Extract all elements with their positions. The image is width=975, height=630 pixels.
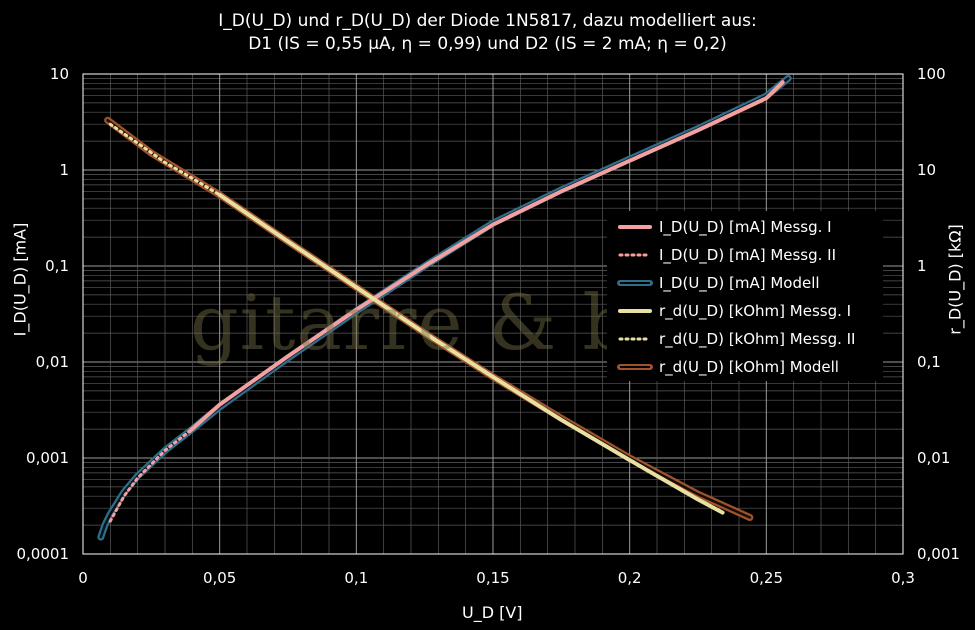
legend-label: r_d(U_D) [kOhm] Modell [659,358,839,376]
y-right-tick-label: 1 [917,257,927,275]
legend-label: r_d(U_D) [kOhm] Messg. I [659,302,852,320]
y-left-tick-label: 0,001 [26,449,69,467]
y-axis-label-right: r_D(U_D) [kΩ] [945,224,965,335]
series-line-1 [108,429,192,523]
x-tick-label: 0,05 [203,569,236,587]
chart-title-line1: I_D(U_D) und r_D(U_D) der Diode 1N5817, … [218,11,757,31]
legend-label: I_D(U_D) [mA] Messg. I [659,218,832,236]
legend-label: r_d(U_D) [kOhm] Messg. II [659,330,856,348]
y-left-tick-label: 1 [59,161,69,179]
series-group [97,74,792,541]
chart-title-line2: D1 (IS = 0,55 µA, η = 0,99) und D2 (IS =… [248,34,727,54]
series-line-4 [108,122,222,197]
series-line-0 [187,80,785,434]
legend-swatch [618,225,652,229]
series-line-3 [217,192,725,515]
x-tick-label: 0,25 [750,569,783,587]
y-right-tick-label: 0,001 [917,545,960,563]
y-left-tick-label: 10 [50,65,69,83]
legend-item: r_d(U_D) [kOhm] Messg. I [617,301,851,321]
legend: I_D(U_D) [mA] Messg. I I_D(U_D) [mA] Mess… [607,211,883,381]
y-axis-label-left: I_D(U_D) [mA] [10,222,30,337]
x-axis-label: U_D [V] [462,603,523,622]
y-left-tick-label: 0,01 [36,353,69,371]
x-tick-label: 0,3 [891,569,915,587]
x-tick-label: 0,1 [344,569,368,587]
tick-labels: 0 0,05 0,1 0,15 0,2 0,25 0,3 0,0001 0,001 0,01 0,1… [17,65,960,587]
legend-item: I_D(U_D) [mA] Messg. I [617,217,832,237]
plot-area-frame [82,73,904,555]
legend-swatch [618,309,652,313]
x-tick-label: 0 [78,569,88,587]
x-tick-label: 0,2 [618,569,642,587]
y-right-tick-label: 10 [917,161,936,179]
legend-label: I_D(U_D) [mA] Messg. II [659,246,837,264]
legend-item: I_D(U_D) [mA] Modell [617,273,820,293]
y-right-tick-label: 100 [917,65,946,83]
legend-swatch [617,364,653,370]
y-right-tick-label: 0,01 [917,449,950,467]
legend-swatch [618,337,652,341]
x-tick-label: 0,15 [476,569,509,587]
legend-item: r_d(U_D) [kOhm] Modell [617,357,839,377]
legend-item: I_D(U_D) [mA] Messg. II [617,245,836,265]
legend-swatch [618,253,652,257]
y-left-tick-label: 0,0001 [17,545,70,563]
y-left-tick-label: 0,1 [45,257,69,275]
legend-swatch [617,280,653,286]
legend-item: r_d(U_D) [kOhm] Messg. II [617,329,855,349]
y-right-tick-label: 0,1 [917,353,941,371]
legend-label: I_D(U_D) [mA] Modell [659,274,820,292]
